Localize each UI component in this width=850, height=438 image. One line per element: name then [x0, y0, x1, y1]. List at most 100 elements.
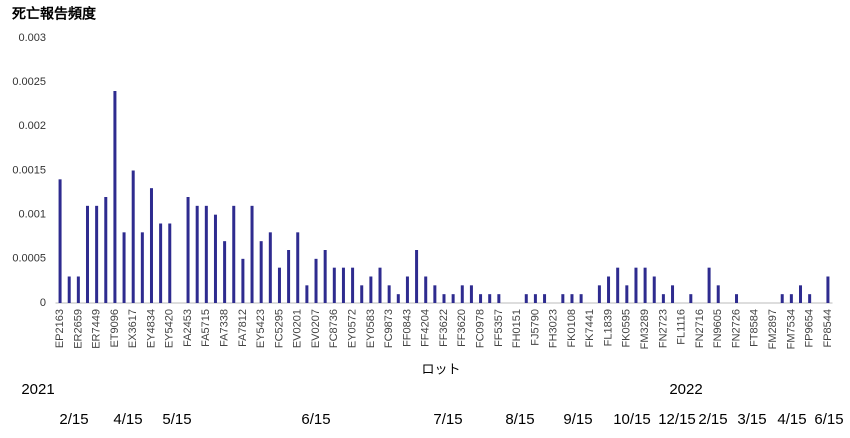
- bar: [780, 294, 784, 303]
- x-tick-label: FL1839: [602, 309, 614, 346]
- bar: [460, 285, 464, 303]
- annotation: 5/15: [162, 411, 191, 428]
- bar: [314, 258, 318, 303]
- x-tick-label: EY0572: [346, 309, 358, 348]
- bar: [131, 170, 135, 303]
- x-tick-label: EX3617: [127, 309, 139, 348]
- y-tick-label: 0.003: [18, 32, 46, 44]
- bar: [808, 294, 812, 303]
- x-axis-title: ロット: [421, 361, 460, 376]
- annotation: 9/15: [563, 411, 592, 428]
- bar: [168, 223, 172, 303]
- annotation: 8/15: [505, 411, 534, 428]
- x-tick-label: FF0843: [401, 309, 413, 347]
- x-tick-label: EV0207: [310, 309, 322, 348]
- bar: [360, 285, 364, 303]
- bar: [469, 285, 473, 303]
- y-tick-label: 0.0005: [12, 253, 46, 265]
- x-tick-label: EY4834: [145, 309, 157, 348]
- bar: [415, 250, 419, 303]
- bar: [643, 267, 647, 303]
- x-tick-label: FL1116: [676, 309, 688, 345]
- bar: [533, 294, 537, 303]
- x-tick-label: FH0151: [511, 309, 523, 348]
- x-tick-label: FN9605: [712, 309, 724, 348]
- bar: [616, 267, 620, 303]
- annotation: 2/15: [698, 411, 727, 428]
- bar: [259, 241, 263, 303]
- bar: [369, 276, 373, 303]
- bar: [634, 267, 638, 303]
- annotation: 2/15: [59, 411, 88, 428]
- x-tick-label: FN2716: [694, 309, 706, 348]
- bar: [497, 294, 501, 303]
- bar: [716, 285, 720, 303]
- x-tick-label: FF4204: [420, 309, 432, 347]
- bar: [241, 258, 245, 303]
- annotation: 10/15: [613, 411, 651, 428]
- y-tick-label: 0: [40, 297, 46, 309]
- x-tick-label: FT8584: [749, 309, 761, 347]
- x-tick-label: FC0978: [474, 309, 486, 348]
- bar: [277, 267, 281, 303]
- x-tick-label: FF5357: [493, 309, 505, 347]
- bar: [58, 179, 62, 303]
- x-tick-label: FK7441: [584, 309, 596, 348]
- bar: [661, 294, 665, 303]
- bar: [204, 205, 208, 303]
- bar: [104, 197, 108, 303]
- bar: [296, 232, 300, 303]
- x-tick-label: FA2453: [182, 309, 194, 347]
- annotation: 3/15: [737, 411, 766, 428]
- annotation: 4/15: [777, 411, 806, 428]
- bar: [387, 285, 391, 303]
- bar: [789, 294, 793, 303]
- bar: [268, 232, 272, 303]
- bar: [95, 205, 99, 303]
- bar: [451, 294, 455, 303]
- bar: [799, 285, 803, 303]
- x-tick-label: FN2723: [657, 309, 669, 348]
- x-tick-label: FC9873: [383, 309, 395, 348]
- bar: [287, 250, 291, 303]
- bar: [195, 205, 199, 303]
- x-tick-label: FA7338: [219, 309, 231, 347]
- bar: [488, 294, 492, 303]
- x-tick-label: EY5423: [255, 309, 267, 348]
- bar: [122, 232, 126, 303]
- chart-title: 死亡報告頻度: [11, 6, 97, 22]
- bar: [607, 276, 611, 303]
- annotation: 2021: [21, 381, 54, 398]
- bar: [597, 285, 601, 303]
- bar: [378, 267, 382, 303]
- x-tick-label: EP2163: [54, 309, 66, 348]
- bar: [159, 223, 163, 303]
- bar: [223, 241, 227, 303]
- bar: [305, 285, 309, 303]
- y-tick-label: 0.0025: [12, 76, 46, 88]
- x-tick-label: FP9654: [804, 309, 816, 348]
- x-tick-label: FA7812: [237, 309, 249, 347]
- annotation: 4/15: [113, 411, 142, 428]
- x-tick-label: FN2726: [730, 309, 742, 348]
- x-tick-label: EV0201: [292, 309, 304, 348]
- bar: [479, 294, 483, 303]
- bar: [149, 188, 153, 303]
- x-tick-label: FF3622: [438, 309, 450, 347]
- y-tick-label: 0.001: [18, 209, 46, 221]
- annotation: 2022: [669, 381, 702, 398]
- bar: [85, 205, 89, 303]
- bar: [625, 285, 629, 303]
- bar: [341, 267, 345, 303]
- x-tick-label: EY0583: [365, 309, 377, 348]
- x-tick-label: FH3023: [548, 309, 560, 348]
- x-tick-label: FC8736: [328, 309, 340, 348]
- x-tick-label: ER7449: [91, 309, 103, 349]
- bar: [323, 250, 327, 303]
- bar: [442, 294, 446, 303]
- bar: [76, 276, 80, 303]
- bar: [351, 267, 355, 303]
- bar: [232, 205, 236, 303]
- annotation: 6/15: [814, 411, 843, 428]
- x-tick-label: FF3620: [456, 309, 468, 347]
